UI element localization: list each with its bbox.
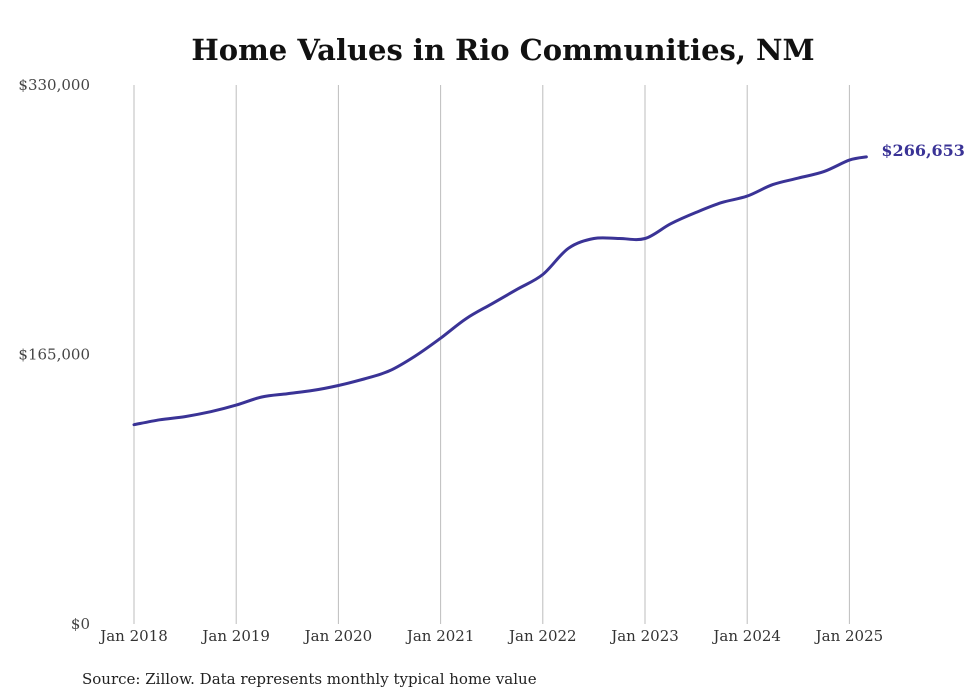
x-tick-label: Jan 2019 — [200, 627, 270, 645]
x-axis-ticks: Jan 2018 Jan 2019 Jan 2020 Jan 2021 Jan 2022… — [98, 627, 883, 645]
y-tick-label: $165,000 — [18, 346, 90, 364]
series-line — [132, 155, 868, 427]
chart-title: Home Values in Rio Communities, NM — [191, 33, 814, 67]
series-layer: $266,653 — [132, 141, 965, 427]
y-axis-ticks: $0 $165,000 $330,000 — [18, 76, 90, 633]
y-tick-label: $330,000 — [18, 76, 90, 94]
x-tick-label: Jan 2022 — [507, 627, 577, 645]
x-tick-label: Jan 2024 — [711, 627, 781, 645]
x-tick-label: Jan 2020 — [303, 627, 373, 645]
x-tick-label: Jan 2018 — [98, 627, 168, 645]
y-tick-label: $0 — [71, 615, 90, 633]
x-tick-label: Jan 2025 — [814, 627, 884, 645]
x-tick-label: Jan 2023 — [609, 627, 679, 645]
source-note: Source: Zillow. Data represents monthly … — [82, 670, 537, 688]
end-value-label: $266,653 — [881, 141, 965, 160]
x-tick-label: Jan 2021 — [405, 627, 475, 645]
gridlines — [133, 85, 850, 624]
